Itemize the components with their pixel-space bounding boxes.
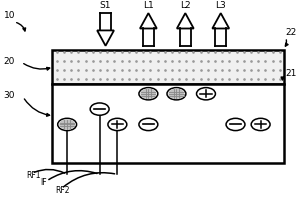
Circle shape [108,118,127,131]
Text: 21: 21 [286,69,297,78]
Circle shape [58,118,76,131]
Circle shape [90,103,109,115]
Text: L2: L2 [180,1,190,10]
Bar [52,84,284,163]
Polygon shape [177,13,194,28]
Text: 22: 22 [286,28,297,37]
Bar [143,28,154,46]
Text: RF2: RF2 [55,186,70,195]
Text: S1: S1 [100,1,111,10]
Circle shape [168,89,184,99]
Polygon shape [97,30,114,46]
Circle shape [59,119,75,130]
Bar [180,28,191,46]
Circle shape [226,118,245,131]
Text: 20: 20 [4,57,15,66]
Circle shape [167,88,186,100]
Bar [52,50,284,84]
Text: RF1: RF1 [26,171,40,180]
Circle shape [139,118,158,131]
Text: IF: IF [40,178,47,187]
Text: 30: 30 [4,91,15,100]
Bar [100,13,111,30]
Circle shape [251,118,270,131]
Text: L3: L3 [215,1,226,10]
Text: 10: 10 [4,11,15,20]
Circle shape [196,88,215,100]
Circle shape [140,89,156,99]
Polygon shape [212,13,229,28]
Text: L1: L1 [143,1,154,10]
Bar [215,28,226,46]
Polygon shape [140,13,157,28]
Circle shape [139,88,158,100]
